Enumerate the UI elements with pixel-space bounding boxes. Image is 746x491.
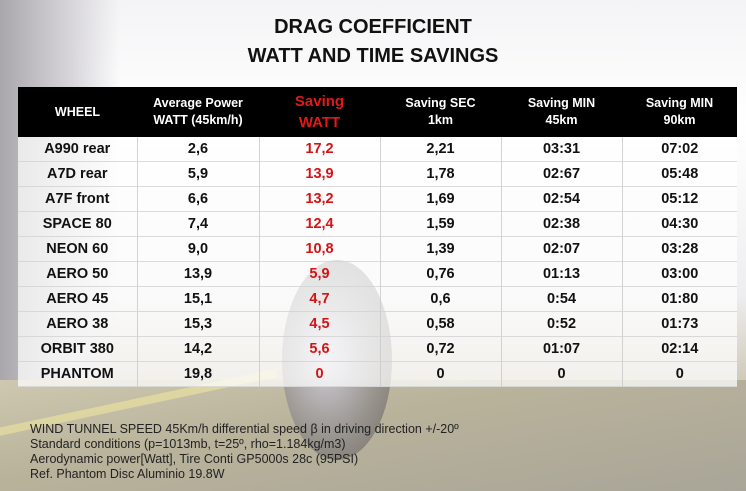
column-header-line1: Saving: [294, 93, 345, 110]
value-cell: 04:30: [622, 211, 737, 237]
value-cell: 0,58: [380, 311, 502, 337]
value-cell: 07:02: [622, 137, 737, 162]
value-cell: 13,9: [259, 161, 381, 187]
column-header-line2: 45km: [545, 113, 578, 127]
column-header: Saving WATT: [259, 87, 380, 137]
value-cell: 17,2: [259, 137, 381, 162]
value-cell: 13,9: [137, 261, 260, 287]
wheel-name-cell: A990 rear: [18, 137, 138, 162]
table-row: AERO 38 15,3 4,5 0,58 0:52 01:73: [18, 311, 737, 337]
value-cell: 05:12: [622, 186, 737, 212]
value-cell: 0: [501, 361, 623, 387]
column-header-line2: 1km: [427, 113, 454, 127]
table-row: SPACE 80 7,4 12,4 1,59 02:38 04:30: [18, 211, 737, 237]
table-row: PHANTOM 19,8 0 0 0 0: [18, 361, 737, 387]
value-cell: 03:28: [622, 236, 737, 262]
value-cell: 7,4: [137, 211, 260, 237]
value-cell: 9,0: [137, 236, 260, 262]
value-cell: 0,76: [380, 261, 502, 287]
value-cell: 01:80: [622, 286, 737, 312]
column-header-line2: WATT: [298, 114, 341, 131]
wheel-name-cell: NEON 60: [18, 236, 138, 262]
wheel-name-cell: ORBIT 380: [18, 336, 138, 362]
wheel-name-cell: AERO 45: [18, 286, 138, 312]
value-cell: 05:48: [622, 161, 737, 187]
wheel-name-cell: SPACE 80: [18, 211, 138, 237]
footnote: Ref. Phantom Disc Aluminio 19.8W: [30, 467, 225, 481]
savings-table: WHEEL Average Power WATT (45km/h) Saving WAT…: [18, 87, 737, 387]
column-header: Saving MIN 90km: [622, 87, 737, 137]
value-cell: 5,9: [137, 161, 260, 187]
value-cell: 01:73: [622, 311, 737, 337]
value-cell: 14,2: [137, 336, 260, 362]
value-cell: 12,4: [259, 211, 381, 237]
value-cell: 2,21: [380, 137, 502, 162]
table-row: A990 rear 2,6 17,2 2,21 03:31 07:02: [18, 137, 737, 162]
value-cell: 13,2: [259, 186, 381, 212]
value-cell: 01:13: [501, 261, 623, 287]
wheel-name-cell: AERO 50: [18, 261, 138, 287]
table-row: NEON 60 9,0 10,8 1,39 02:07 03:28: [18, 236, 737, 262]
footnotes: WIND TUNNEL SPEED 45Km/h differential sp…: [30, 422, 459, 482]
footnote: Standard conditions (p=1013mb, t=25º, rh…: [30, 437, 346, 451]
table-row: AERO 45 15,1 4,7 0,6 0:54 01:80: [18, 286, 737, 312]
footnote: WIND TUNNEL SPEED 45Km/h differential sp…: [30, 422, 459, 436]
table-header-row: WHEEL Average Power WATT (45km/h) Saving WAT…: [18, 87, 737, 137]
value-cell: 02:54: [501, 186, 623, 212]
value-cell: 0,72: [380, 336, 502, 362]
value-cell: 4,7: [259, 286, 381, 312]
title-line-2: WATT AND TIME SAVINGS: [247, 45, 499, 67]
column-header-line2: 90km: [663, 113, 696, 127]
wheel-name-cell: A7F front: [18, 186, 138, 212]
value-cell: 19,8: [137, 361, 260, 387]
column-header-line1: WHEEL: [54, 104, 101, 119]
column-header: WHEEL: [18, 87, 137, 137]
value-cell: 5,9: [259, 261, 381, 287]
value-cell: 03:00: [622, 261, 737, 287]
table-row: A7D rear 5,9 13,9 1,78 02:67 05:48: [18, 161, 737, 187]
value-cell: 1,69: [380, 186, 502, 212]
wheel-name-cell: A7D rear: [18, 161, 138, 187]
value-cell: 02:14: [622, 336, 737, 362]
value-cell: 10,8: [259, 236, 381, 262]
value-cell: 0:52: [501, 311, 623, 337]
column-header-line1: Average Power: [153, 96, 243, 110]
value-cell: 6,6: [137, 186, 260, 212]
wheel-name-cell: PHANTOM: [18, 361, 138, 387]
wheel-name-cell: AERO 38: [18, 311, 138, 337]
value-cell: 01:07: [501, 336, 623, 362]
value-cell: 0,6: [380, 286, 502, 312]
value-cell: 0: [622, 361, 737, 387]
column-header: Saving MIN 45km: [501, 87, 622, 137]
value-cell: 1,39: [380, 236, 502, 262]
value-cell: 0: [259, 361, 381, 387]
value-cell: 15,1: [137, 286, 260, 312]
value-cell: 5,6: [259, 336, 381, 362]
value-cell: 03:31: [501, 137, 623, 162]
table-row: ORBIT 380 14,2 5,6 0,72 01:07 02:14: [18, 336, 737, 362]
column-header: Average Power WATT (45km/h): [137, 87, 259, 137]
table-row: A7F front 6,6 13,2 1,69 02:54 05:12: [18, 186, 737, 212]
value-cell: 0: [380, 361, 502, 387]
column-header-line2: WATT (45km/h): [153, 113, 243, 127]
value-cell: 15,3: [137, 311, 260, 337]
value-cell: 4,5: [259, 311, 381, 337]
value-cell: 02:67: [501, 161, 623, 187]
value-cell: 02:38: [501, 211, 623, 237]
value-cell: 1,78: [380, 161, 502, 187]
column-header: Saving SEC 1km: [380, 87, 501, 137]
column-header-line1: Saving MIN: [527, 96, 596, 110]
footnote: Aerodynamic power[Watt], Tire Conti GP50…: [30, 452, 359, 466]
value-cell: 2,6: [137, 137, 260, 162]
column-header-line1: Saving MIN: [645, 96, 714, 110]
value-cell: 02:07: [501, 236, 623, 262]
value-cell: 0:54: [501, 286, 623, 312]
column-header-line1: Saving SEC: [405, 96, 476, 110]
value-cell: 1,59: [380, 211, 502, 237]
table-row: AERO 50 13,9 5,9 0,76 01:13 03:00: [18, 261, 737, 287]
title-line-1: DRAG COEFFICIENT: [274, 16, 472, 38]
